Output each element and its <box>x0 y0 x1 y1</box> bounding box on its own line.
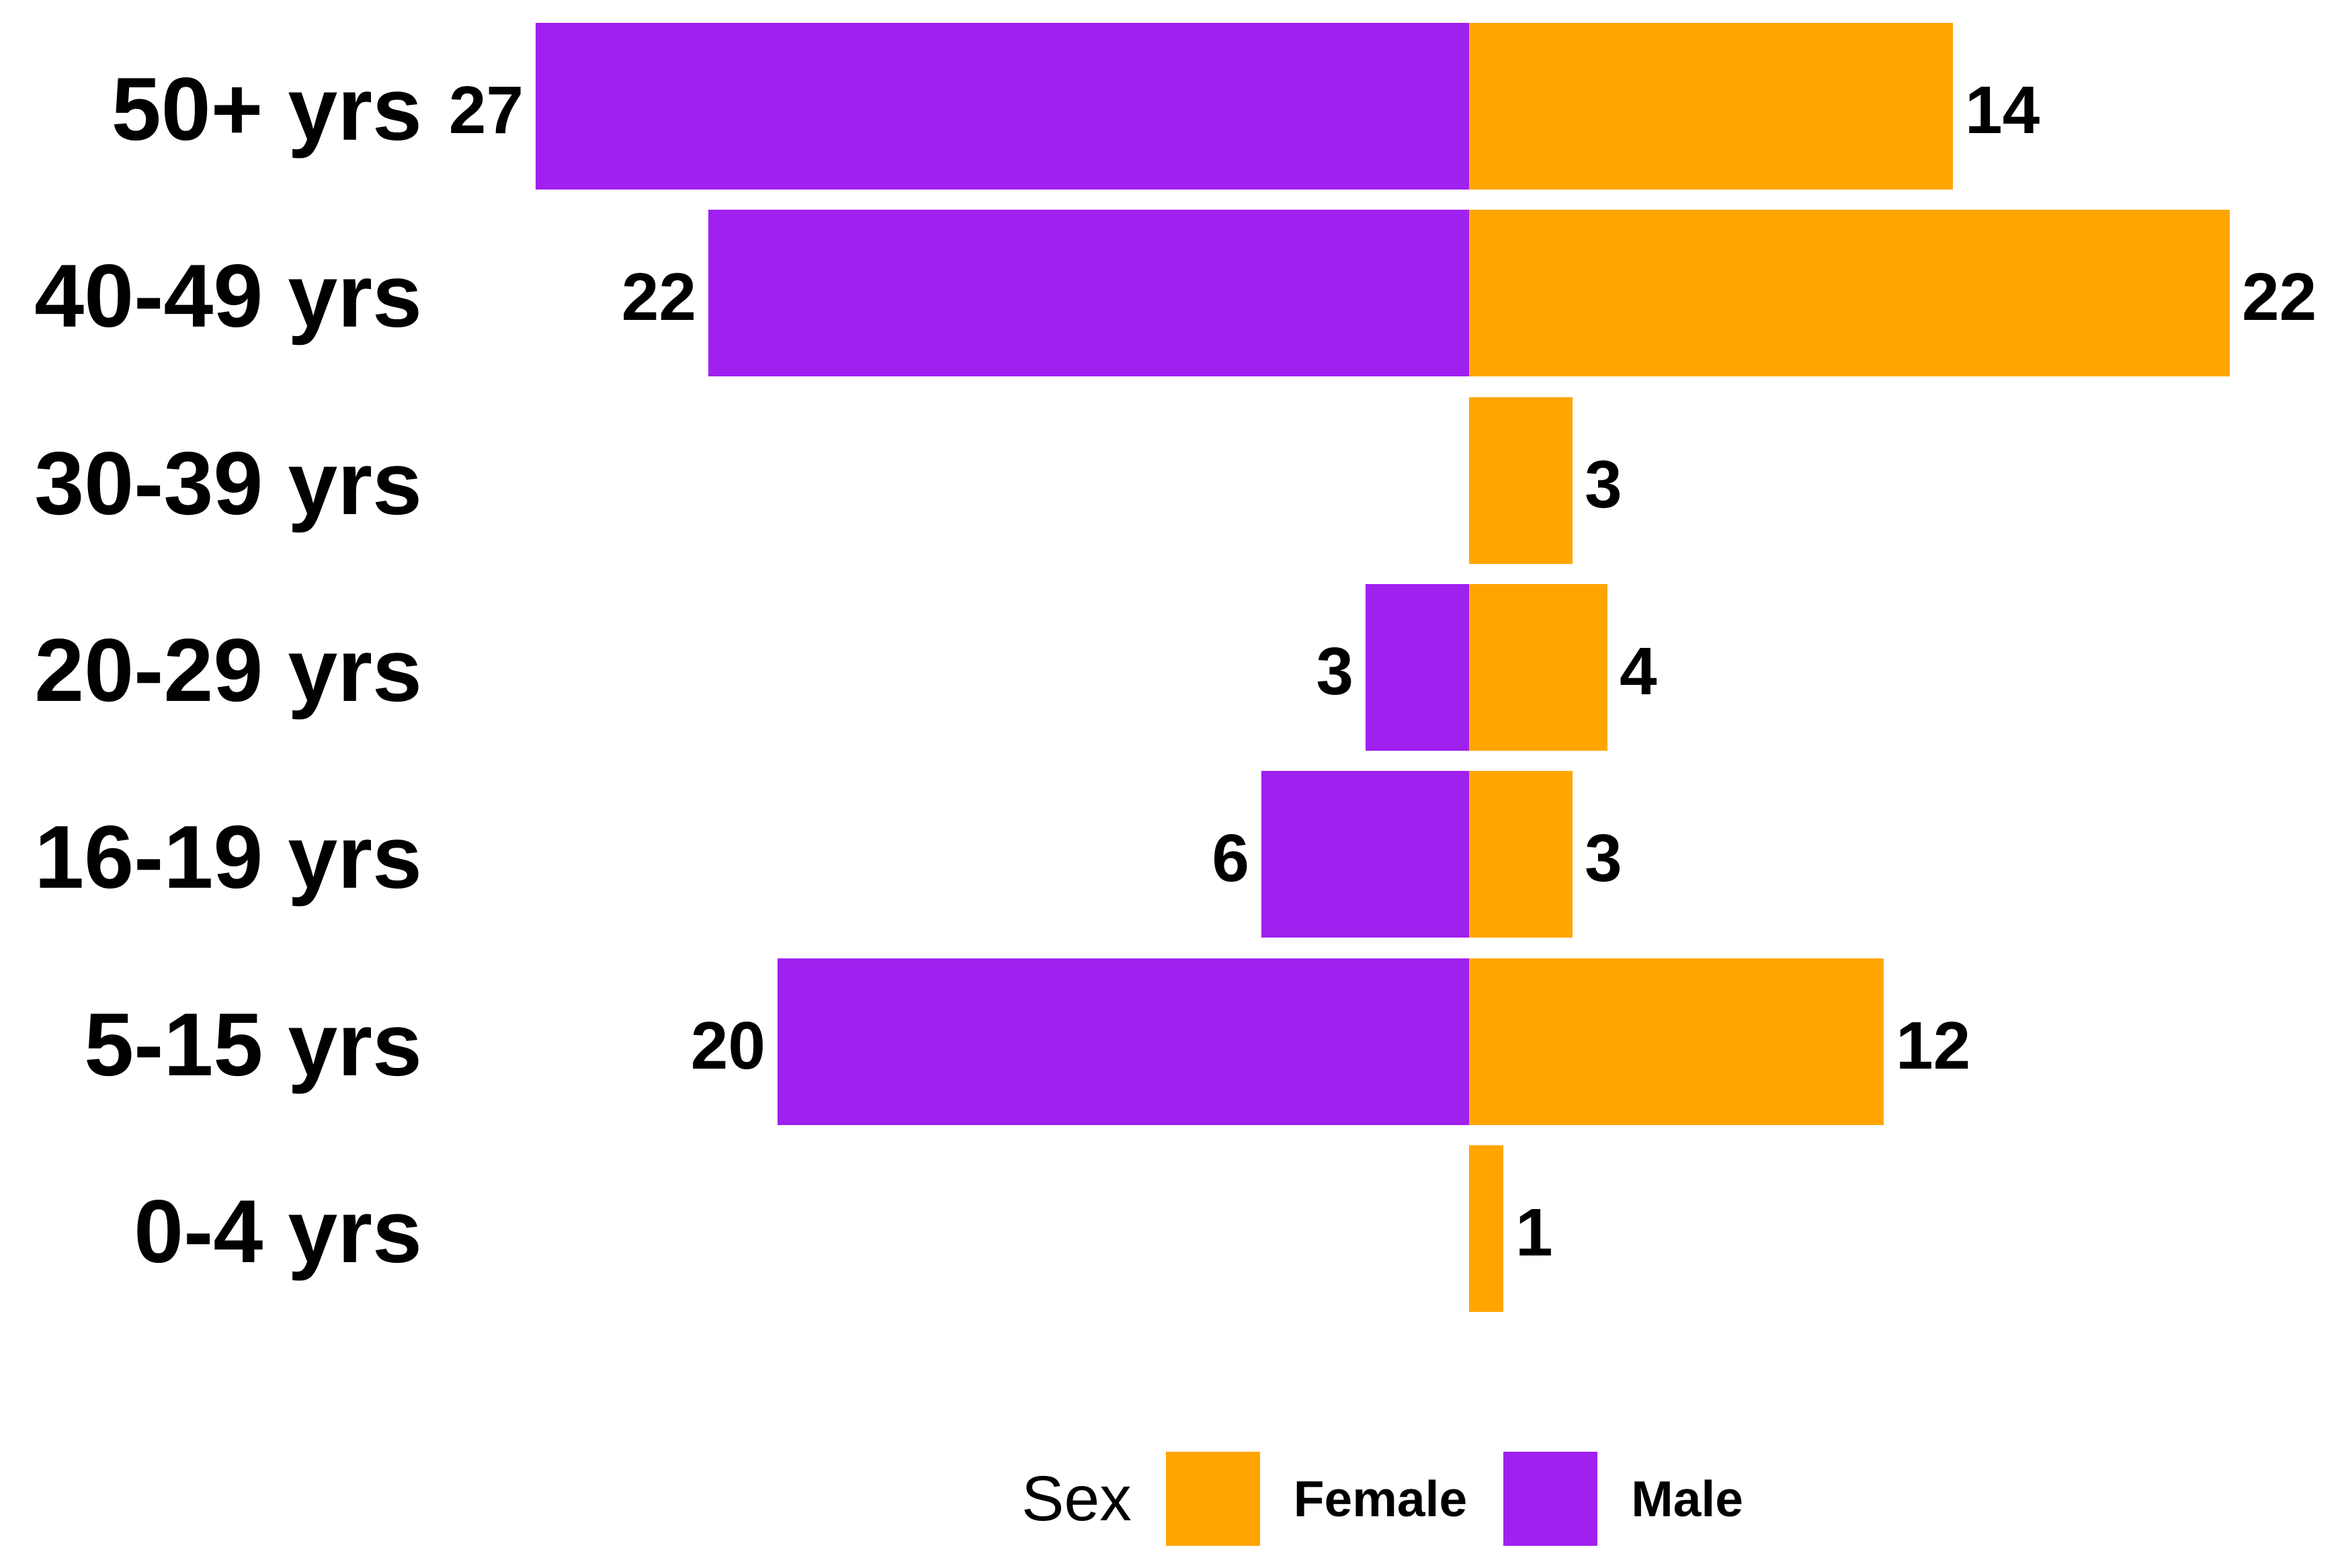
male-value-label: 6 <box>1212 821 1249 896</box>
male-value-label: 3 <box>1316 634 1353 709</box>
male-bar <box>778 958 1469 1125</box>
female-value-label: 4 <box>1620 634 1657 709</box>
age-group-label: 0-4 yrs <box>134 1182 422 1282</box>
age-group-label: 50+ yrs <box>111 59 422 159</box>
legend: Sex Female Male <box>1021 1452 1743 1546</box>
age-group-label: 16-19 yrs <box>34 807 422 907</box>
chart-row: 40-49 yrs 22 22 <box>0 210 2340 376</box>
legend-title: Sex <box>1021 1462 1132 1534</box>
male-bar <box>1261 771 1469 938</box>
age-group-label: 40-49 yrs <box>34 246 422 346</box>
female-legend-label: Female <box>1293 1470 1468 1527</box>
female-bar <box>1469 584 1607 751</box>
female-value-label: 14 <box>1965 73 2040 148</box>
age-group-label: 30-39 yrs <box>34 434 422 534</box>
female-value-label: 3 <box>1585 447 1622 522</box>
male-value-label: 20 <box>690 1008 765 1083</box>
chart-row: 0-4 yrs 1 <box>0 1145 2340 1312</box>
male-legend-label: Male <box>1631 1470 1743 1527</box>
female-value-label: 22 <box>2242 259 2317 335</box>
chart-row: 30-39 yrs 3 <box>0 397 2340 564</box>
chart-row: 50+ yrs 27 14 <box>0 23 2340 190</box>
male-bar <box>1366 584 1469 751</box>
female-bar <box>1469 397 1573 564</box>
age-group-label: 5-15 yrs <box>84 995 422 1095</box>
female-bar <box>1469 771 1573 938</box>
female-bar <box>1469 210 2230 376</box>
female-bar <box>1469 1145 1503 1312</box>
female-bar <box>1469 958 1884 1125</box>
male-value-label: 22 <box>621 259 696 335</box>
male-value-label: 27 <box>448 73 524 148</box>
female-value-label: 3 <box>1585 821 1622 896</box>
female-bar <box>1469 23 1953 190</box>
chart-row: 5-15 yrs 20 12 <box>0 958 2340 1125</box>
female-value-label: 12 <box>1896 1008 1971 1083</box>
female-legend-swatch <box>1165 1452 1260 1546</box>
chart-row: 20-29 yrs 3 4 <box>0 584 2340 751</box>
male-bar <box>536 23 1469 190</box>
age-group-label: 20-29 yrs <box>34 620 422 720</box>
male-bar <box>708 210 1469 376</box>
male-legend-swatch <box>1503 1452 1598 1546</box>
female-value-label: 1 <box>1515 1195 1553 1270</box>
chart-row: 16-19 yrs 6 3 <box>0 771 2340 938</box>
